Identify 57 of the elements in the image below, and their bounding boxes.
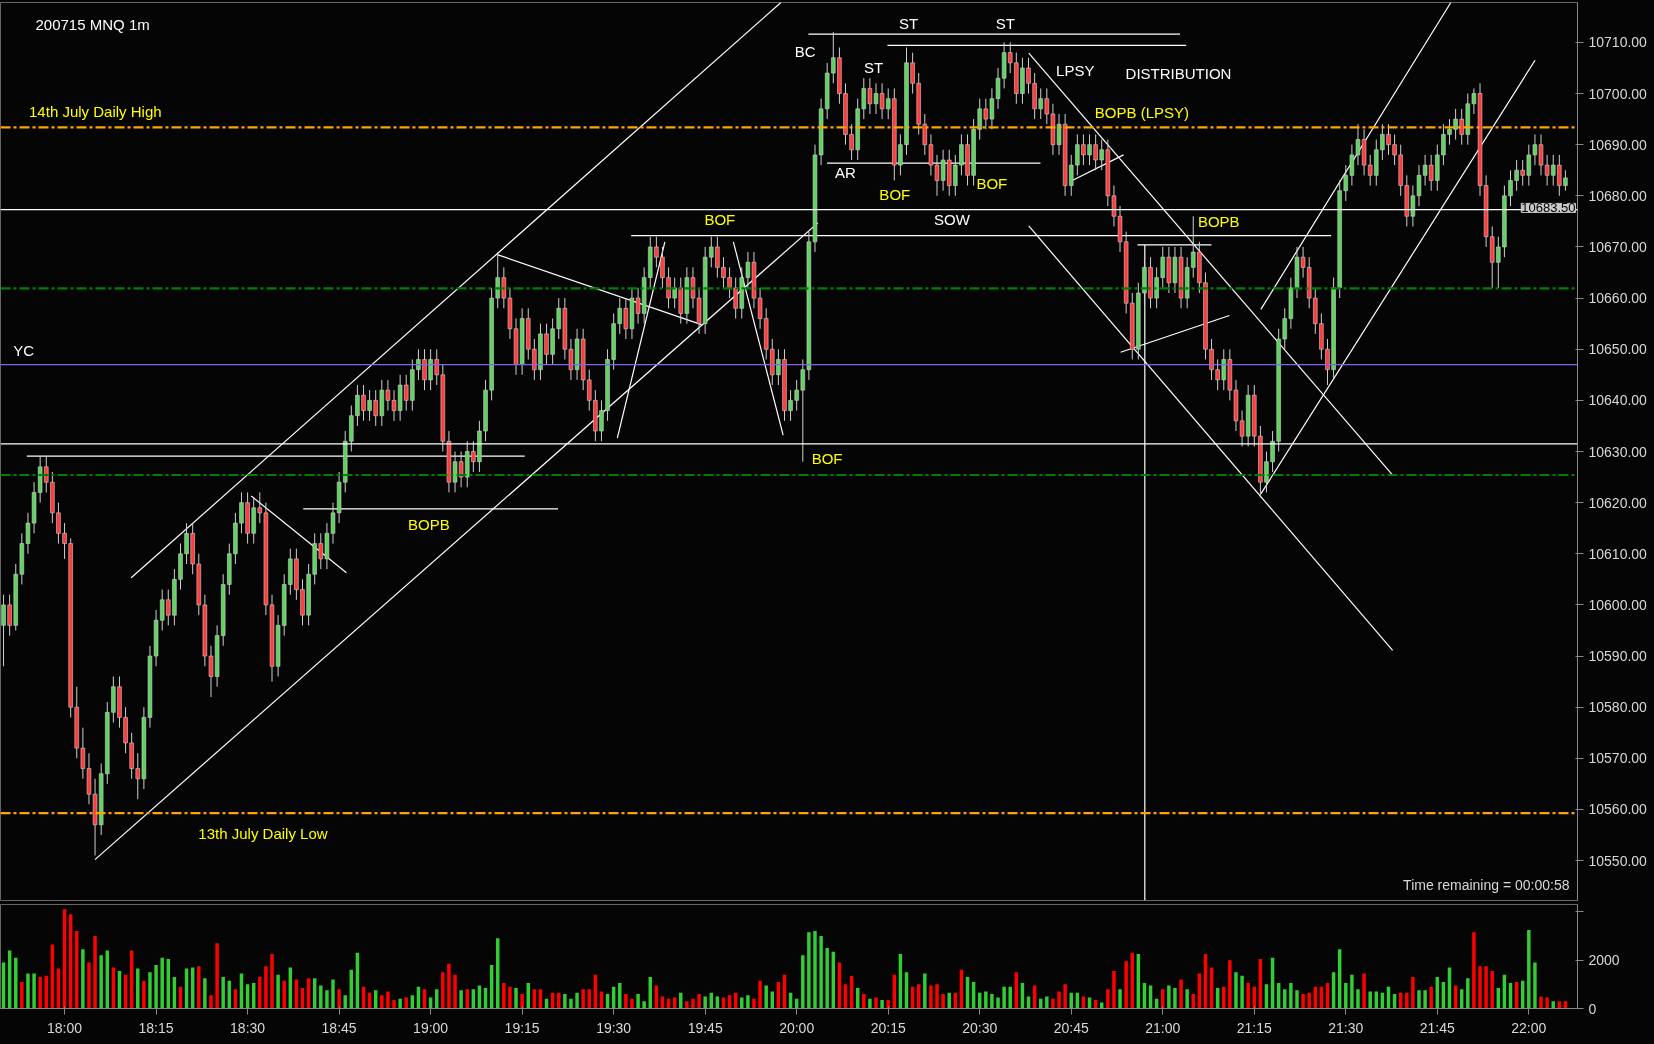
x-tick-label: 19:00 — [413, 1019, 449, 1036]
x-tick-label: 19:30 — [596, 1019, 632, 1036]
y-tick-label: 10560.00 — [1588, 801, 1648, 818]
annotation: BOPB — [407, 516, 450, 534]
x-tick-label: 21:45 — [1419, 1019, 1456, 1036]
annotation: BOF — [811, 449, 843, 467]
annotation: AR — [834, 164, 856, 182]
annotation: BC — [794, 43, 816, 61]
x-tick-label: 21:00 — [1145, 1019, 1181, 1036]
x-tick-label: 20:00 — [779, 1019, 815, 1036]
y-tick-label: 10660.00 — [1588, 290, 1648, 307]
annotation: LPSY — [1056, 62, 1095, 80]
annotation: 10683.50 — [1521, 200, 1576, 216]
y-tick-label: 10680.00 — [1588, 187, 1648, 204]
x-tick-label: 18:15 — [138, 1019, 174, 1036]
annotation: SOW — [933, 211, 971, 229]
annotation: BOPB — [1197, 213, 1240, 231]
annotation: ST — [899, 14, 919, 32]
y-tick-label: 2000 — [1588, 952, 1620, 969]
x-tick-label: 20:45 — [1053, 1019, 1089, 1036]
text: 200715 MNQ 1m — [35, 16, 150, 33]
ref-line-label: 13th July Daily Low — [198, 824, 328, 842]
x-tick-label: 21:15 — [1236, 1019, 1272, 1036]
x-tick-label: 20:30 — [962, 1019, 998, 1036]
y-tick-label: 10580.00 — [1588, 699, 1648, 716]
x-tick-label: 22:00 — [1511, 1019, 1547, 1036]
y-tick-label: 10640.00 — [1588, 392, 1648, 409]
x-tick-label: 18:30 — [230, 1019, 266, 1036]
x-tick-label: 19:45 — [687, 1019, 723, 1036]
annotation: BOF — [879, 186, 911, 204]
y-tick-label: 10630.00 — [1588, 443, 1648, 460]
y-tick-label: 0 — [1588, 1000, 1597, 1017]
y-tick-label: 10610.00 — [1588, 545, 1648, 562]
ref-line-label: 14th July Daily High — [29, 102, 162, 120]
annotation: ST — [863, 58, 884, 76]
x-tick-label: 18:00 — [47, 1019, 83, 1036]
y-tick-label: 10700.00 — [1588, 85, 1648, 102]
annotation: ST — [995, 14, 1015, 32]
x-tick-label: 19:15 — [504, 1019, 540, 1036]
y-tick-label: 10670.00 — [1588, 238, 1648, 255]
x-tick-label: 18:45 — [321, 1019, 357, 1036]
y-tick-label: 10710.00 — [1588, 34, 1648, 51]
ref-line-label: YC — [13, 342, 35, 360]
annotation: BOF — [704, 211, 736, 229]
x-tick-label: 20:15 — [870, 1019, 906, 1036]
x-tick-label: 21:30 — [1328, 1019, 1364, 1036]
y-tick-label: 10550.00 — [1588, 852, 1648, 869]
y-tick-label: 10570.00 — [1588, 750, 1648, 767]
y-tick-label: 10620.00 — [1588, 494, 1648, 511]
y-tick-label: 10650.00 — [1588, 341, 1648, 358]
annotation: DISTRIBUTION — [1125, 64, 1232, 82]
y-tick-label: 10690.00 — [1588, 136, 1648, 153]
annotation: Time remaining = 00:00:58 — [1403, 876, 1570, 893]
annotation: BOF — [976, 174, 1008, 192]
annotation: BOPB (LPSY) — [1094, 104, 1189, 122]
y-tick-label: 10600.00 — [1588, 596, 1648, 613]
y-tick-label: 10590.00 — [1588, 648, 1648, 665]
